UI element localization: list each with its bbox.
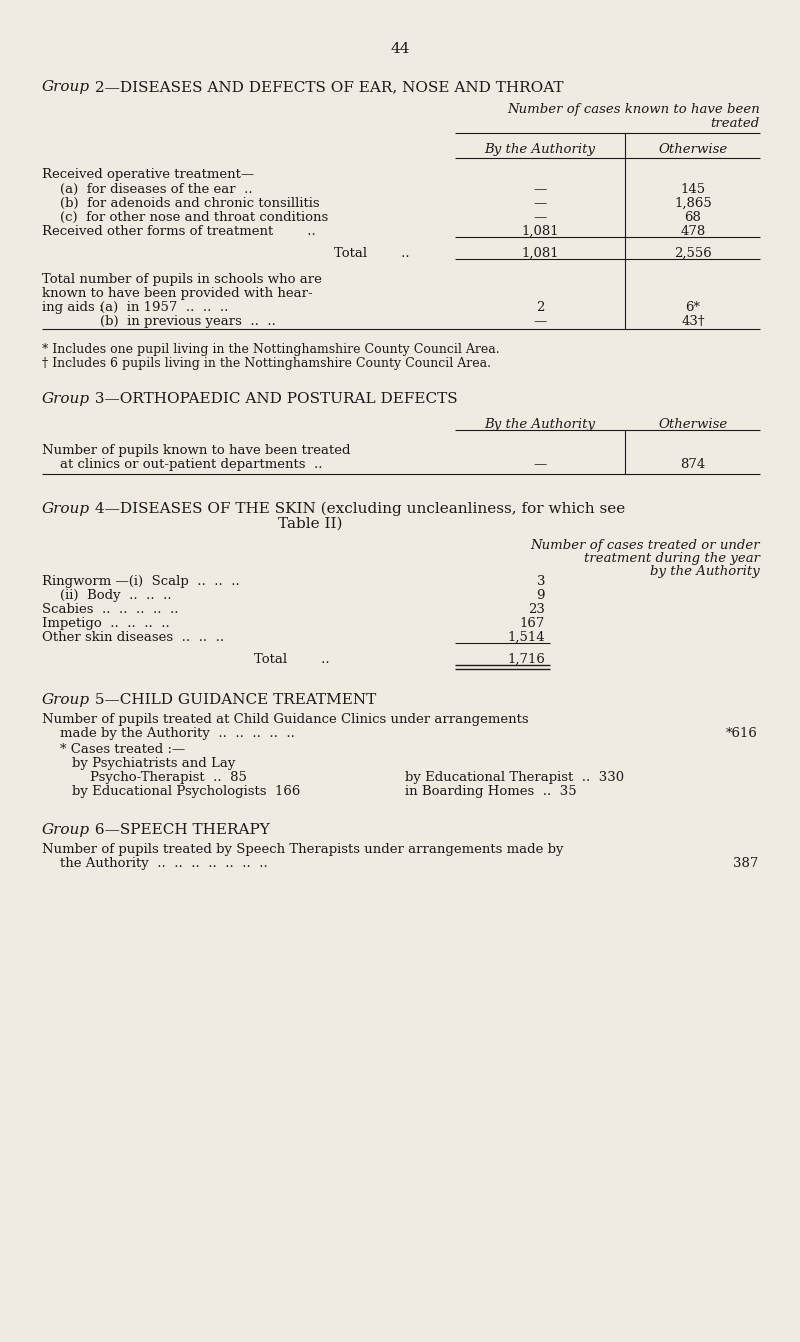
- Text: 2—DISEASES AND DEFECTS OF EAR, NOSE AND THROAT: 2—DISEASES AND DEFECTS OF EAR, NOSE AND …: [90, 81, 563, 94]
- Text: Table II): Table II): [278, 517, 342, 531]
- Text: Group: Group: [42, 692, 90, 707]
- Text: 387: 387: [733, 858, 758, 870]
- Text: (ii)  Body  ..  ..  ..: (ii) Body .. .. ..: [60, 589, 172, 603]
- Text: Otherwise: Otherwise: [658, 144, 728, 156]
- Text: 1,865: 1,865: [674, 197, 712, 209]
- Text: 3—ORTHOPAEDIC AND POSTURAL DEFECTS: 3—ORTHOPAEDIC AND POSTURAL DEFECTS: [90, 392, 458, 407]
- Text: 1,514: 1,514: [507, 631, 545, 644]
- Text: Received operative treatment—: Received operative treatment—: [42, 168, 254, 181]
- Text: Number of pupils treated at Child Guidance Clinics under arrangements: Number of pupils treated at Child Guidan…: [42, 713, 529, 726]
- Text: Total number of pupils in schools who are: Total number of pupils in schools who ar…: [42, 272, 322, 286]
- Text: 167: 167: [520, 617, 545, 629]
- Text: 6*: 6*: [686, 301, 701, 314]
- Text: Number of pupils known to have been treated: Number of pupils known to have been trea…: [42, 444, 350, 458]
- Text: Psycho-Therapist  ..  85: Psycho-Therapist .. 85: [90, 772, 247, 784]
- Text: By the Authority: By the Authority: [485, 144, 595, 156]
- Text: Number of cases treated or under: Number of cases treated or under: [530, 539, 760, 552]
- Text: 6—SPEECH THERAPY: 6—SPEECH THERAPY: [90, 823, 270, 837]
- Text: Group: Group: [42, 502, 90, 517]
- Text: By the Authority: By the Authority: [485, 417, 595, 431]
- Text: the Authority  ..  ..  ..  ..  ..  ..  ..: the Authority .. .. .. .. .. .. ..: [60, 858, 268, 870]
- Text: made by the Authority  ..  ..  ..  ..  ..: made by the Authority .. .. .. .. ..: [60, 727, 295, 739]
- Text: 44: 44: [390, 42, 410, 56]
- Text: * Includes one pupil living in the Nottinghamshire County Council Area.: * Includes one pupil living in the Notti…: [42, 344, 500, 356]
- Text: —: —: [534, 458, 546, 471]
- Text: * Cases treated :—: * Cases treated :—: [60, 743, 186, 756]
- Text: (b)  in previous years  ..  ..: (b) in previous years .. ..: [100, 315, 276, 327]
- Text: 4—DISEASES OF THE SKIN (excluding uncleanliness, for which see: 4—DISEASES OF THE SKIN (excluding unclea…: [90, 502, 626, 517]
- Text: known to have been provided with hear-: known to have been provided with hear-: [42, 287, 313, 301]
- Text: —: —: [534, 183, 546, 196]
- Text: Total        ..: Total ..: [334, 247, 410, 260]
- Text: —: —: [534, 197, 546, 209]
- Text: (c)  for other nose and throat conditions: (c) for other nose and throat conditions: [60, 211, 328, 224]
- Text: Scabies  ..  ..  ..  ..  ..: Scabies .. .. .. .. ..: [42, 603, 178, 616]
- Text: † Includes 6 pupils living in the Nottinghamshire County Council Area.: † Includes 6 pupils living in the Nottin…: [42, 357, 491, 370]
- Text: Total        ..: Total ..: [254, 654, 330, 666]
- Text: 874: 874: [680, 458, 706, 471]
- Text: Impetigo  ..  ..  ..  ..: Impetigo .. .. .. ..: [42, 617, 170, 629]
- Text: 1,081: 1,081: [521, 225, 559, 238]
- Text: Received other forms of treatment        ..: Received other forms of treatment ..: [42, 225, 316, 238]
- Text: (b)  for adenoids and chronic tonsillitis: (b) for adenoids and chronic tonsillitis: [60, 197, 320, 209]
- Text: 478: 478: [680, 225, 706, 238]
- Text: 3: 3: [537, 574, 545, 588]
- Text: (a)  in 1957  ..  ..  ..: (a) in 1957 .. .. ..: [100, 301, 228, 314]
- Text: (a)  for diseases of the ear  ..: (a) for diseases of the ear ..: [60, 183, 253, 196]
- Text: Ringworm —(i)  Scalp  ..  ..  ..: Ringworm —(i) Scalp .. .. ..: [42, 574, 240, 588]
- Text: —: —: [534, 211, 546, 224]
- Text: Number of pupils treated by Speech Therapists under arrangements made by: Number of pupils treated by Speech Thera…: [42, 843, 563, 856]
- Text: by Psychiatrists and Lay: by Psychiatrists and Lay: [72, 757, 235, 770]
- Text: Group: Group: [42, 81, 90, 94]
- Text: 2: 2: [536, 301, 544, 314]
- Text: treated: treated: [710, 117, 760, 130]
- Text: 1,716: 1,716: [507, 654, 545, 666]
- Text: Number of cases known to have been: Number of cases known to have been: [507, 103, 760, 115]
- Text: 9: 9: [537, 589, 545, 603]
- Text: ing aids :: ing aids :: [42, 301, 103, 314]
- Text: by the Authority: by the Authority: [650, 565, 760, 578]
- Text: *616: *616: [726, 727, 758, 739]
- Text: Otherwise: Otherwise: [658, 417, 728, 431]
- Text: 43†: 43†: [681, 315, 705, 327]
- Text: 5—CHILD GUIDANCE TREATMENT: 5—CHILD GUIDANCE TREATMENT: [90, 692, 376, 707]
- Text: 145: 145: [681, 183, 706, 196]
- Text: in Boarding Homes  ..  35: in Boarding Homes .. 35: [405, 785, 577, 798]
- Text: 1,081: 1,081: [521, 247, 559, 260]
- Text: Other skin diseases  ..  ..  ..: Other skin diseases .. .. ..: [42, 631, 224, 644]
- Text: 2,556: 2,556: [674, 247, 712, 260]
- Text: at clinics or out-patient departments  ..: at clinics or out-patient departments ..: [60, 458, 322, 471]
- Text: —: —: [534, 315, 546, 327]
- Text: Group: Group: [42, 823, 90, 837]
- Text: 68: 68: [685, 211, 702, 224]
- Text: 23: 23: [528, 603, 545, 616]
- Text: by Educational Therapist  ..  330: by Educational Therapist .. 330: [405, 772, 624, 784]
- Text: treatment during the year: treatment during the year: [584, 552, 760, 565]
- Text: by Educational Psychologists  166: by Educational Psychologists 166: [72, 785, 300, 798]
- Text: Group: Group: [42, 392, 90, 407]
